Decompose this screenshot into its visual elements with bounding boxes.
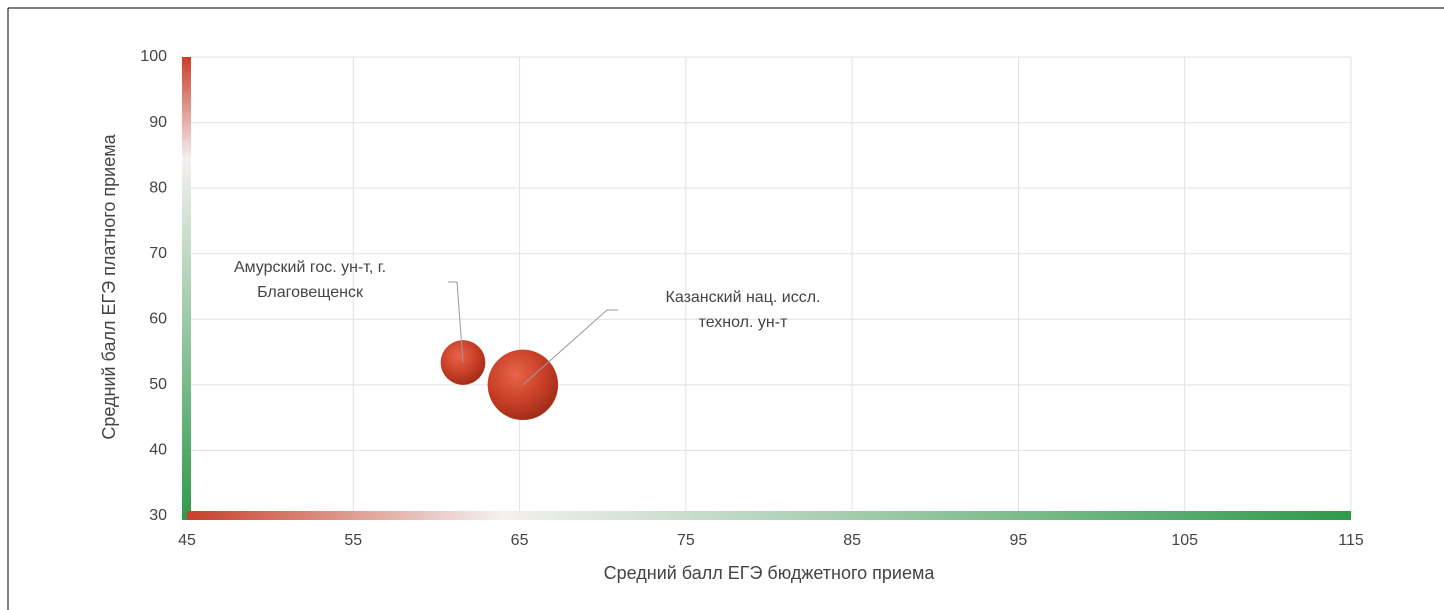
y-tick-label: 90 — [149, 114, 167, 131]
leader-line — [522, 309, 618, 386]
x-tick-label: 115 — [1338, 532, 1364, 549]
bubble-label: технол. ун-т — [699, 314, 788, 331]
x-axis-title: Средний балл ЕГЭ бюджетного приема — [604, 563, 936, 583]
y-tick-label: 60 — [149, 311, 167, 328]
y-tick-label: 100 — [140, 48, 167, 65]
leader-line — [448, 281, 464, 363]
y-tick-label: 40 — [149, 442, 167, 459]
bubble-label: Амурский гос. ун-т, г. — [234, 259, 386, 276]
y-axis-title: Средний балл ЕГЭ платного приема — [99, 133, 119, 439]
x-tick-label: 55 — [344, 532, 362, 549]
x-tick-label: 105 — [1171, 532, 1198, 549]
y-tick-label: 30 — [149, 507, 167, 524]
x-tick-label: 45 — [178, 532, 196, 549]
y-axis-bar — [182, 57, 191, 520]
x-tick-label: 75 — [677, 532, 695, 549]
bubble-label: Благовещенск — [257, 284, 364, 301]
y-tick-label: 80 — [149, 179, 167, 196]
y-tick-label: 50 — [149, 376, 167, 393]
y-tick-label: 70 — [149, 245, 167, 262]
bubble-label: Казанский нац. иссл. — [666, 289, 821, 306]
x-axis-bar — [187, 511, 1351, 520]
x-tick-label: 85 — [843, 532, 861, 549]
x-tick-label: 65 — [511, 532, 529, 549]
x-tick-label: 95 — [1010, 532, 1028, 549]
